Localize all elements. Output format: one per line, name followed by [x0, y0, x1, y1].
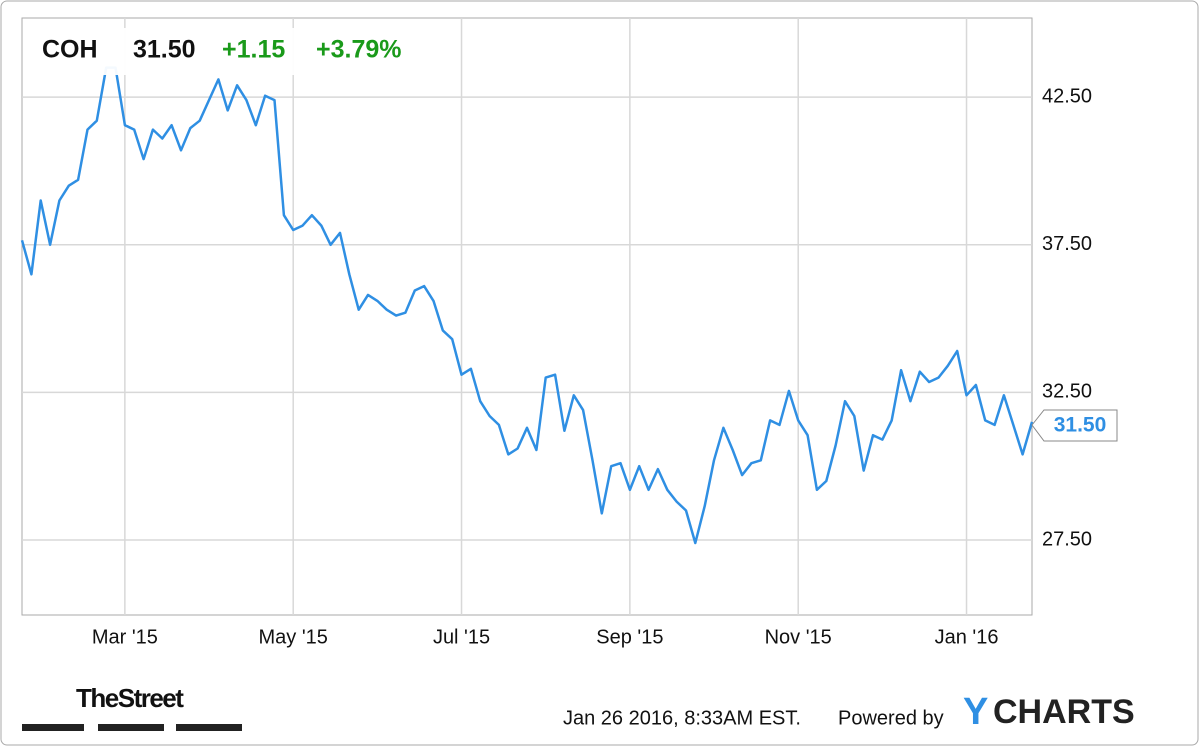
header-box: [30, 28, 445, 75]
ticker: COH: [42, 36, 98, 64]
x-tick-label: Jul '15: [433, 626, 490, 648]
y-tick-label: 32.50: [1042, 381, 1092, 403]
x-tick-label: Sep '15: [596, 626, 663, 648]
price: 31.50: [133, 36, 196, 64]
x-tick-label: Nov '15: [765, 626, 832, 648]
x-tick-label: May '15: [259, 626, 328, 648]
price-line: [20, 66, 1034, 545]
x-tick-label: Jan '16: [935, 626, 999, 648]
brand-bar: [176, 724, 242, 731]
brand-bar: [22, 724, 84, 731]
powered-by: Powered by: [838, 707, 944, 729]
last-price-callout: [1031, 409, 1118, 442]
last-price-label: 31.50: [1054, 414, 1107, 437]
logo-text: CHARTS: [993, 693, 1135, 731]
y-tick-label: 42.50: [1042, 85, 1092, 107]
change-pct: +3.79%: [316, 36, 402, 64]
x-tick-label: Mar '15: [92, 626, 158, 648]
change: +1.15: [222, 36, 285, 64]
y-tick-label: 37.50: [1042, 233, 1092, 255]
y-tick-label: 27.50: [1042, 528, 1092, 550]
brand-bar: [98, 724, 164, 731]
logo-y: Y: [963, 691, 988, 733]
brand: TheStreet: [76, 683, 184, 713]
plot-area: [21, 17, 1033, 616]
timestamp: Jan 26 2016, 8:33AM EST.: [563, 707, 801, 729]
